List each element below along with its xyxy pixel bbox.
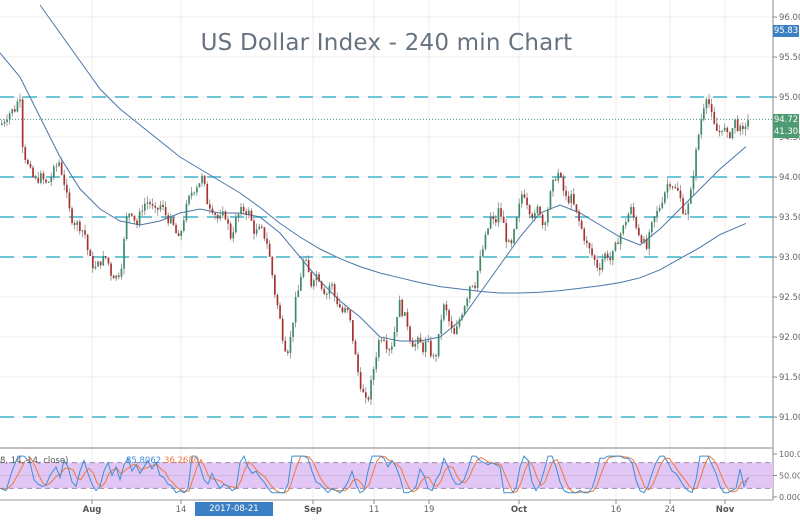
last-price-badge: 94.72 bbox=[773, 114, 799, 126]
svg-text:93.50: 93.50 bbox=[779, 213, 800, 223]
svg-text:94.50: 94.50 bbox=[779, 133, 800, 143]
indicator-value-badge: 41.30 bbox=[773, 126, 799, 138]
svg-text:94.00: 94.00 bbox=[779, 173, 800, 183]
grid-lines bbox=[0, 0, 773, 500]
svg-text:11: 11 bbox=[369, 505, 380, 515]
svg-text:50.000: 50.000 bbox=[779, 472, 800, 481]
time-axis[interactable]: Aug 14 Sep 11 19 Oct 16 24 Nov bbox=[83, 500, 735, 515]
svg-text:93.00: 93.00 bbox=[779, 253, 800, 263]
svg-text:91.00: 91.00 bbox=[779, 413, 800, 423]
svg-text:14: 14 bbox=[176, 505, 187, 515]
stoch-params-label: 8, 14, 14, close) bbox=[0, 456, 69, 466]
slow-moving-average-line bbox=[39, 4, 747, 294]
svg-text:0.0000: 0.0000 bbox=[779, 493, 800, 502]
svg-text:92.00: 92.00 bbox=[779, 333, 800, 343]
price-axis[interactable]: 96.00 95.50 95.00 94.50 94.00 93.50 93.00 92.50… bbox=[772, 0, 800, 500]
svg-text:Aug: Aug bbox=[83, 505, 102, 515]
stoch-d-value: 36.2680 bbox=[164, 456, 200, 466]
price-marker-badge: 95.83 bbox=[773, 25, 799, 37]
crosshair-date-badge: 2017-08-21 21:00:00 bbox=[195, 502, 273, 528]
support-resistance-levels bbox=[0, 96, 773, 418]
svg-text:100.00: 100.00 bbox=[779, 450, 800, 459]
svg-text:96.00: 96.00 bbox=[779, 13, 800, 23]
svg-text:Nov: Nov bbox=[716, 505, 735, 515]
fast-moving-average-line bbox=[0, 52, 747, 342]
svg-text:Sep: Sep bbox=[304, 505, 322, 515]
stoch-k-line bbox=[0, 454, 749, 494]
svg-text:92.50: 92.50 bbox=[779, 293, 800, 303]
svg-text:19: 19 bbox=[424, 505, 435, 515]
svg-text:91.50: 91.50 bbox=[779, 373, 800, 383]
svg-text:16: 16 bbox=[611, 505, 622, 515]
stoch-k-value: 85.8062 bbox=[126, 456, 162, 466]
svg-text:95.50: 95.50 bbox=[779, 53, 800, 63]
svg-text:95.00: 95.00 bbox=[779, 93, 800, 103]
svg-text:24: 24 bbox=[665, 505, 676, 515]
candlesticks bbox=[1, 93, 749, 406]
chart-title: US Dollar Index - 240 min Chart bbox=[200, 30, 573, 56]
stochastic-indicator-pane[interactable]: 100.00 50.000 0.0000 bbox=[0, 447, 800, 502]
price-chart[interactable]: 96.00 95.50 95.00 94.50 94.00 93.50 93.00 92.50… bbox=[0, 0, 800, 516]
svg-text:Oct: Oct bbox=[511, 505, 527, 515]
